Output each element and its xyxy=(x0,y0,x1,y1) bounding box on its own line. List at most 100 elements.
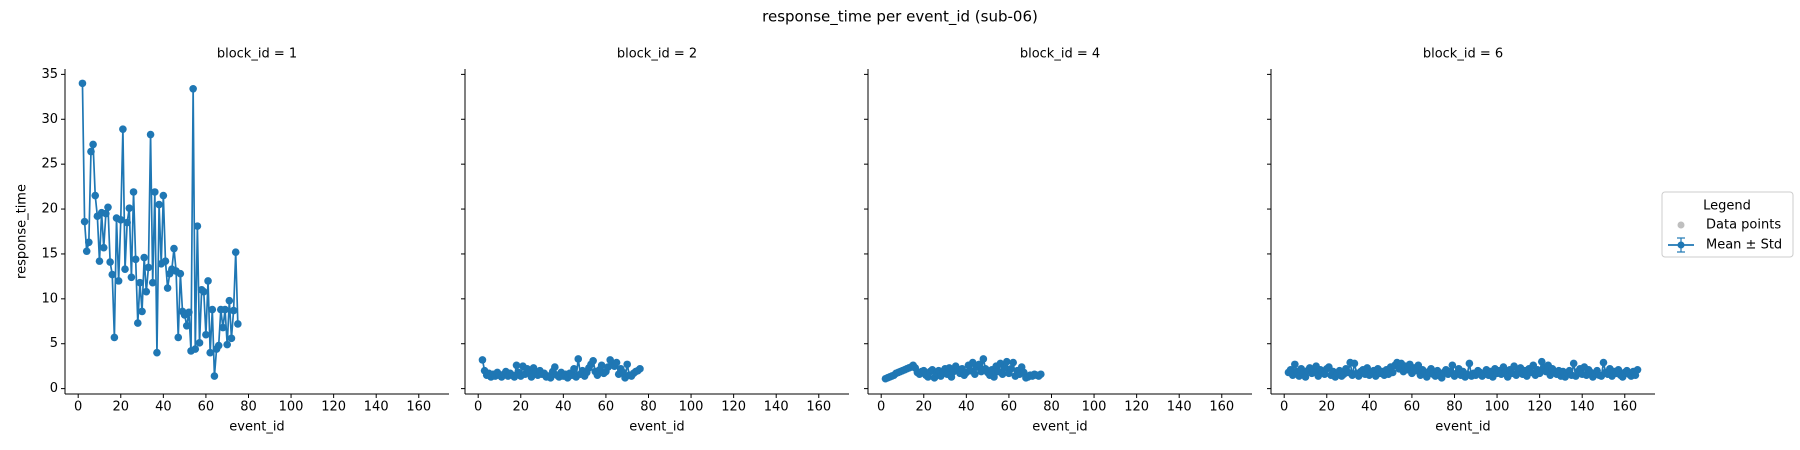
data-point xyxy=(199,287,208,296)
data-point xyxy=(214,341,223,350)
data-point xyxy=(140,253,148,262)
x-tick-label: 20 xyxy=(512,400,529,415)
y-tick-label: 10 xyxy=(41,291,58,306)
x-tick-label: 20 xyxy=(1318,400,1335,415)
data-point xyxy=(78,79,87,88)
data-point xyxy=(1448,361,1457,370)
data-point xyxy=(170,244,178,253)
x-tick-label: 160 xyxy=(1209,400,1234,415)
data-point xyxy=(142,287,151,296)
data-point xyxy=(597,361,606,370)
data-point xyxy=(1537,357,1546,366)
data-point xyxy=(1633,365,1642,374)
data-point xyxy=(116,216,125,224)
data-point xyxy=(144,263,153,272)
data-point xyxy=(110,333,119,342)
y-tick-label: 5 xyxy=(50,336,58,351)
subplot-title: block_id = 4 xyxy=(1020,47,1100,62)
x-tick-label: 40 xyxy=(958,400,975,415)
legend-box xyxy=(1661,191,1794,258)
data-point xyxy=(574,355,583,363)
data-point xyxy=(1465,359,1474,368)
data-point xyxy=(546,374,555,382)
x-tick-label: 100 xyxy=(679,400,704,415)
x-tick-label: 0 xyxy=(474,400,482,415)
data-point xyxy=(159,191,168,200)
subplot-title: block_id = 1 xyxy=(217,47,297,62)
data-point xyxy=(121,265,129,274)
data-point xyxy=(478,356,487,364)
data-point xyxy=(163,284,172,292)
data-point xyxy=(91,191,100,200)
x-tick-label: 160 xyxy=(806,400,831,415)
data-point xyxy=(114,277,123,285)
y-axis-label: response_time xyxy=(15,184,30,279)
subplot: block_id = 6 0 20 40 60 80 100 120 140 160 event_i… xyxy=(1267,47,1655,435)
data-point xyxy=(229,306,238,315)
x-tick-label: 140 xyxy=(1167,400,1192,415)
data-point xyxy=(1388,368,1397,377)
data-point xyxy=(551,363,559,371)
data-point xyxy=(95,257,104,265)
x-tick-label: 160 xyxy=(406,400,431,415)
data-point xyxy=(182,321,191,330)
y-tick-label: 30 xyxy=(41,112,58,127)
data-point xyxy=(1569,359,1578,368)
data-point xyxy=(1301,373,1310,381)
data-point xyxy=(191,345,200,353)
data-point xyxy=(1535,369,1544,378)
data-point xyxy=(85,238,93,247)
x-tick-label: 140 xyxy=(764,400,789,415)
data-point xyxy=(206,348,214,357)
data-point xyxy=(204,277,212,285)
legend-marker xyxy=(1677,221,1685,229)
legend-label: Mean ± Std xyxy=(1706,238,1782,253)
data-point xyxy=(223,340,231,349)
data-point xyxy=(1007,365,1015,373)
data-point xyxy=(87,147,95,156)
data-point xyxy=(108,270,117,279)
data-point xyxy=(82,247,91,256)
x-axis-label: event_id xyxy=(229,420,284,435)
data-point xyxy=(155,200,163,209)
data-point xyxy=(512,361,521,370)
data-point xyxy=(174,333,183,342)
x-tick-label: 40 xyxy=(555,400,572,415)
y-tick-label: 0 xyxy=(50,381,58,396)
legend-marker xyxy=(1668,237,1694,253)
data-point xyxy=(123,218,131,227)
data-point xyxy=(133,319,142,327)
x-tick-label: 120 xyxy=(721,400,746,415)
legend-title: Legend xyxy=(1703,199,1751,214)
subplot: block_id = 1 0 20 40 60 80 100 120 140 160 0 5 10 15 2… xyxy=(15,47,449,435)
x-tick-label: 160 xyxy=(1612,400,1637,415)
x-tick-label: 120 xyxy=(1124,400,1149,415)
data-point xyxy=(623,360,631,369)
x-tick-label: 80 xyxy=(240,400,257,415)
data-point xyxy=(234,320,242,328)
subplot: block_id = 2 0 20 40 60 80 100 120 140 160 event_i… xyxy=(461,47,849,435)
x-tick-label: 100 xyxy=(1485,400,1510,415)
data-point xyxy=(161,257,170,265)
x-tick-label: 20 xyxy=(915,400,932,415)
x-tick-label: 60 xyxy=(198,400,215,415)
x-axis-label: event_id xyxy=(1435,420,1490,435)
data-point xyxy=(119,125,127,133)
data-point xyxy=(176,269,185,278)
figure-title: response_time per event_id (sub-06) xyxy=(762,8,1038,27)
x-axis-label: event_id xyxy=(629,420,684,435)
data-point xyxy=(1002,357,1011,366)
x-tick-label: 60 xyxy=(1001,400,1018,415)
data-point xyxy=(231,248,240,256)
subplot: block_id = 4 0 20 40 60 80 100 120 140 160 event_i… xyxy=(864,47,1252,435)
data-point xyxy=(146,130,155,139)
data-point xyxy=(202,330,210,339)
data-point xyxy=(138,307,146,316)
x-tick-label: 120 xyxy=(321,400,346,415)
data-point xyxy=(1009,358,1017,367)
data-point xyxy=(1037,370,1045,379)
x-tick-label: 140 xyxy=(1570,400,1595,415)
x-tick-label: 40 xyxy=(1361,400,1378,415)
x-tick-label: 120 xyxy=(1527,400,1552,415)
data-point xyxy=(104,203,112,212)
